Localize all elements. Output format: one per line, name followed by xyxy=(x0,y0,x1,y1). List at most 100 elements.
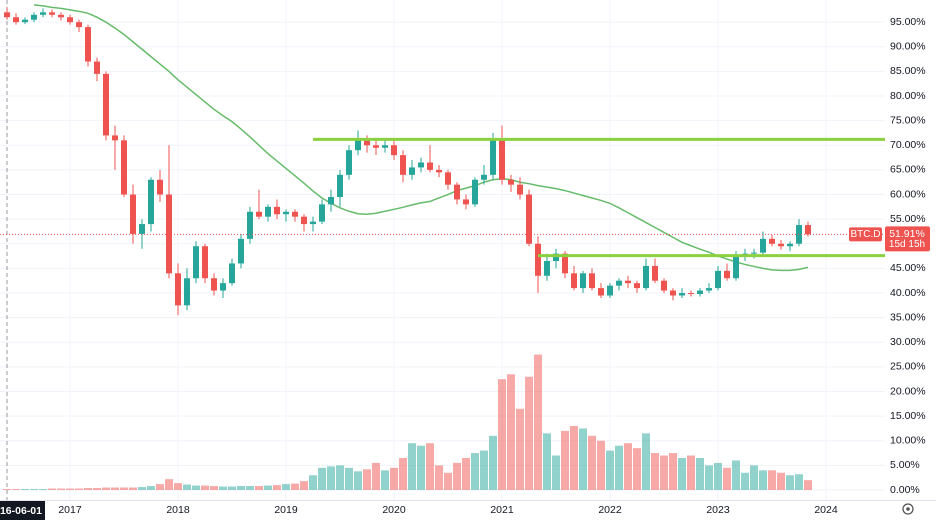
volume-bar xyxy=(39,489,47,491)
volume-bar xyxy=(345,467,353,491)
volume-bar xyxy=(633,448,641,491)
candle-body xyxy=(94,61,100,74)
volume-bar xyxy=(678,457,686,491)
volume-bar xyxy=(300,481,308,491)
candle-body xyxy=(733,256,739,279)
symbol-tag-box xyxy=(849,227,882,242)
volume-bar xyxy=(372,462,380,491)
candle-body xyxy=(634,283,640,289)
candle-body xyxy=(670,290,676,296)
candle-body xyxy=(283,211,289,215)
x-tick-label: 2024 xyxy=(814,504,838,516)
candle-body xyxy=(715,270,721,289)
volume-layer xyxy=(3,354,812,491)
candle-body xyxy=(256,211,262,217)
volume-bar xyxy=(795,474,803,491)
candle-body xyxy=(58,14,64,18)
volume-bar xyxy=(246,486,254,491)
volume-bar xyxy=(768,470,776,491)
candle-body xyxy=(22,19,28,23)
volume-bar xyxy=(291,483,299,491)
volume-bar xyxy=(705,465,713,491)
candle-body xyxy=(67,17,73,23)
candle-body xyxy=(373,145,379,148)
y-tick-label: 30.00% xyxy=(890,336,926,348)
volume-bar xyxy=(489,435,497,491)
volume-bar xyxy=(804,480,812,491)
volume-bar xyxy=(210,486,218,491)
candle-body xyxy=(643,265,649,289)
volume-bar xyxy=(147,486,155,491)
volume-bar xyxy=(714,462,722,491)
candle-body xyxy=(4,12,10,18)
volume-bar xyxy=(579,428,587,491)
settings-icon[interactable] xyxy=(902,503,914,515)
candle-body xyxy=(571,273,577,289)
volume-bar xyxy=(354,471,362,491)
candle-body xyxy=(103,73,109,136)
volume-bar xyxy=(201,485,209,491)
candle-body xyxy=(364,140,370,146)
volume-bar xyxy=(66,488,74,491)
candle-body xyxy=(355,140,361,151)
volume-bar xyxy=(462,457,470,491)
candle-body xyxy=(139,224,145,234)
y-tick-label: 5.00% xyxy=(890,459,920,471)
candle-body xyxy=(193,246,199,279)
candle-body xyxy=(652,265,658,281)
candle-body xyxy=(112,135,118,141)
volume-bar xyxy=(120,487,128,491)
candle-body xyxy=(31,14,37,20)
volume-bar xyxy=(138,487,146,491)
candle-body xyxy=(49,12,55,15)
volume-bar xyxy=(561,430,569,491)
volume-bar xyxy=(498,379,506,491)
volume-bar xyxy=(660,455,668,491)
candle-body xyxy=(148,179,154,225)
candle-body xyxy=(76,22,82,28)
volume-bar xyxy=(453,462,461,491)
volume-bar xyxy=(336,465,344,491)
candle-body xyxy=(787,243,793,247)
candle-body xyxy=(157,179,163,195)
y-tick-label: 25.00% xyxy=(890,361,926,373)
candle-body xyxy=(211,278,217,291)
volume-bar xyxy=(282,484,290,491)
candle-body xyxy=(481,174,487,180)
candle-body xyxy=(472,179,478,205)
x-tick-label: 2022 xyxy=(598,504,622,516)
candle-body xyxy=(589,273,595,289)
candle-body xyxy=(85,27,91,62)
candle-body xyxy=(508,179,514,185)
crosshair-label-box xyxy=(0,501,45,520)
axes: 0.00% 5.00% 10.00% 15.00% 20.00% 25.00% 30.00%… xyxy=(0,16,936,520)
volume-bar xyxy=(525,376,533,491)
y-tick-label: 55.00% xyxy=(890,213,926,225)
candle-body xyxy=(337,174,343,197)
candle-body xyxy=(607,285,613,296)
candle-body xyxy=(265,206,271,217)
candle-body xyxy=(184,278,190,306)
candle-body xyxy=(490,140,496,175)
candle-body xyxy=(400,155,406,175)
candle-body xyxy=(391,145,397,156)
y-tick-label: 45.00% xyxy=(890,262,926,274)
volume-bar xyxy=(651,453,659,491)
candle-body xyxy=(274,206,280,215)
volume-bar xyxy=(417,445,425,491)
volume-bar xyxy=(696,457,704,491)
volume-bar xyxy=(381,470,389,491)
y-tick-label: 40.00% xyxy=(890,287,926,299)
candle-body xyxy=(544,261,550,276)
candle-body xyxy=(805,225,811,235)
y-tick-label: 95.00% xyxy=(890,16,926,28)
volume-bar xyxy=(588,435,596,491)
moving-average xyxy=(33,4,809,272)
x-tick-label: 2023 xyxy=(706,504,730,516)
volume-bar xyxy=(435,465,443,491)
volume-bar xyxy=(192,485,200,491)
candle-body xyxy=(418,162,424,168)
volume-bar xyxy=(624,443,632,491)
volume-bar xyxy=(93,488,101,491)
